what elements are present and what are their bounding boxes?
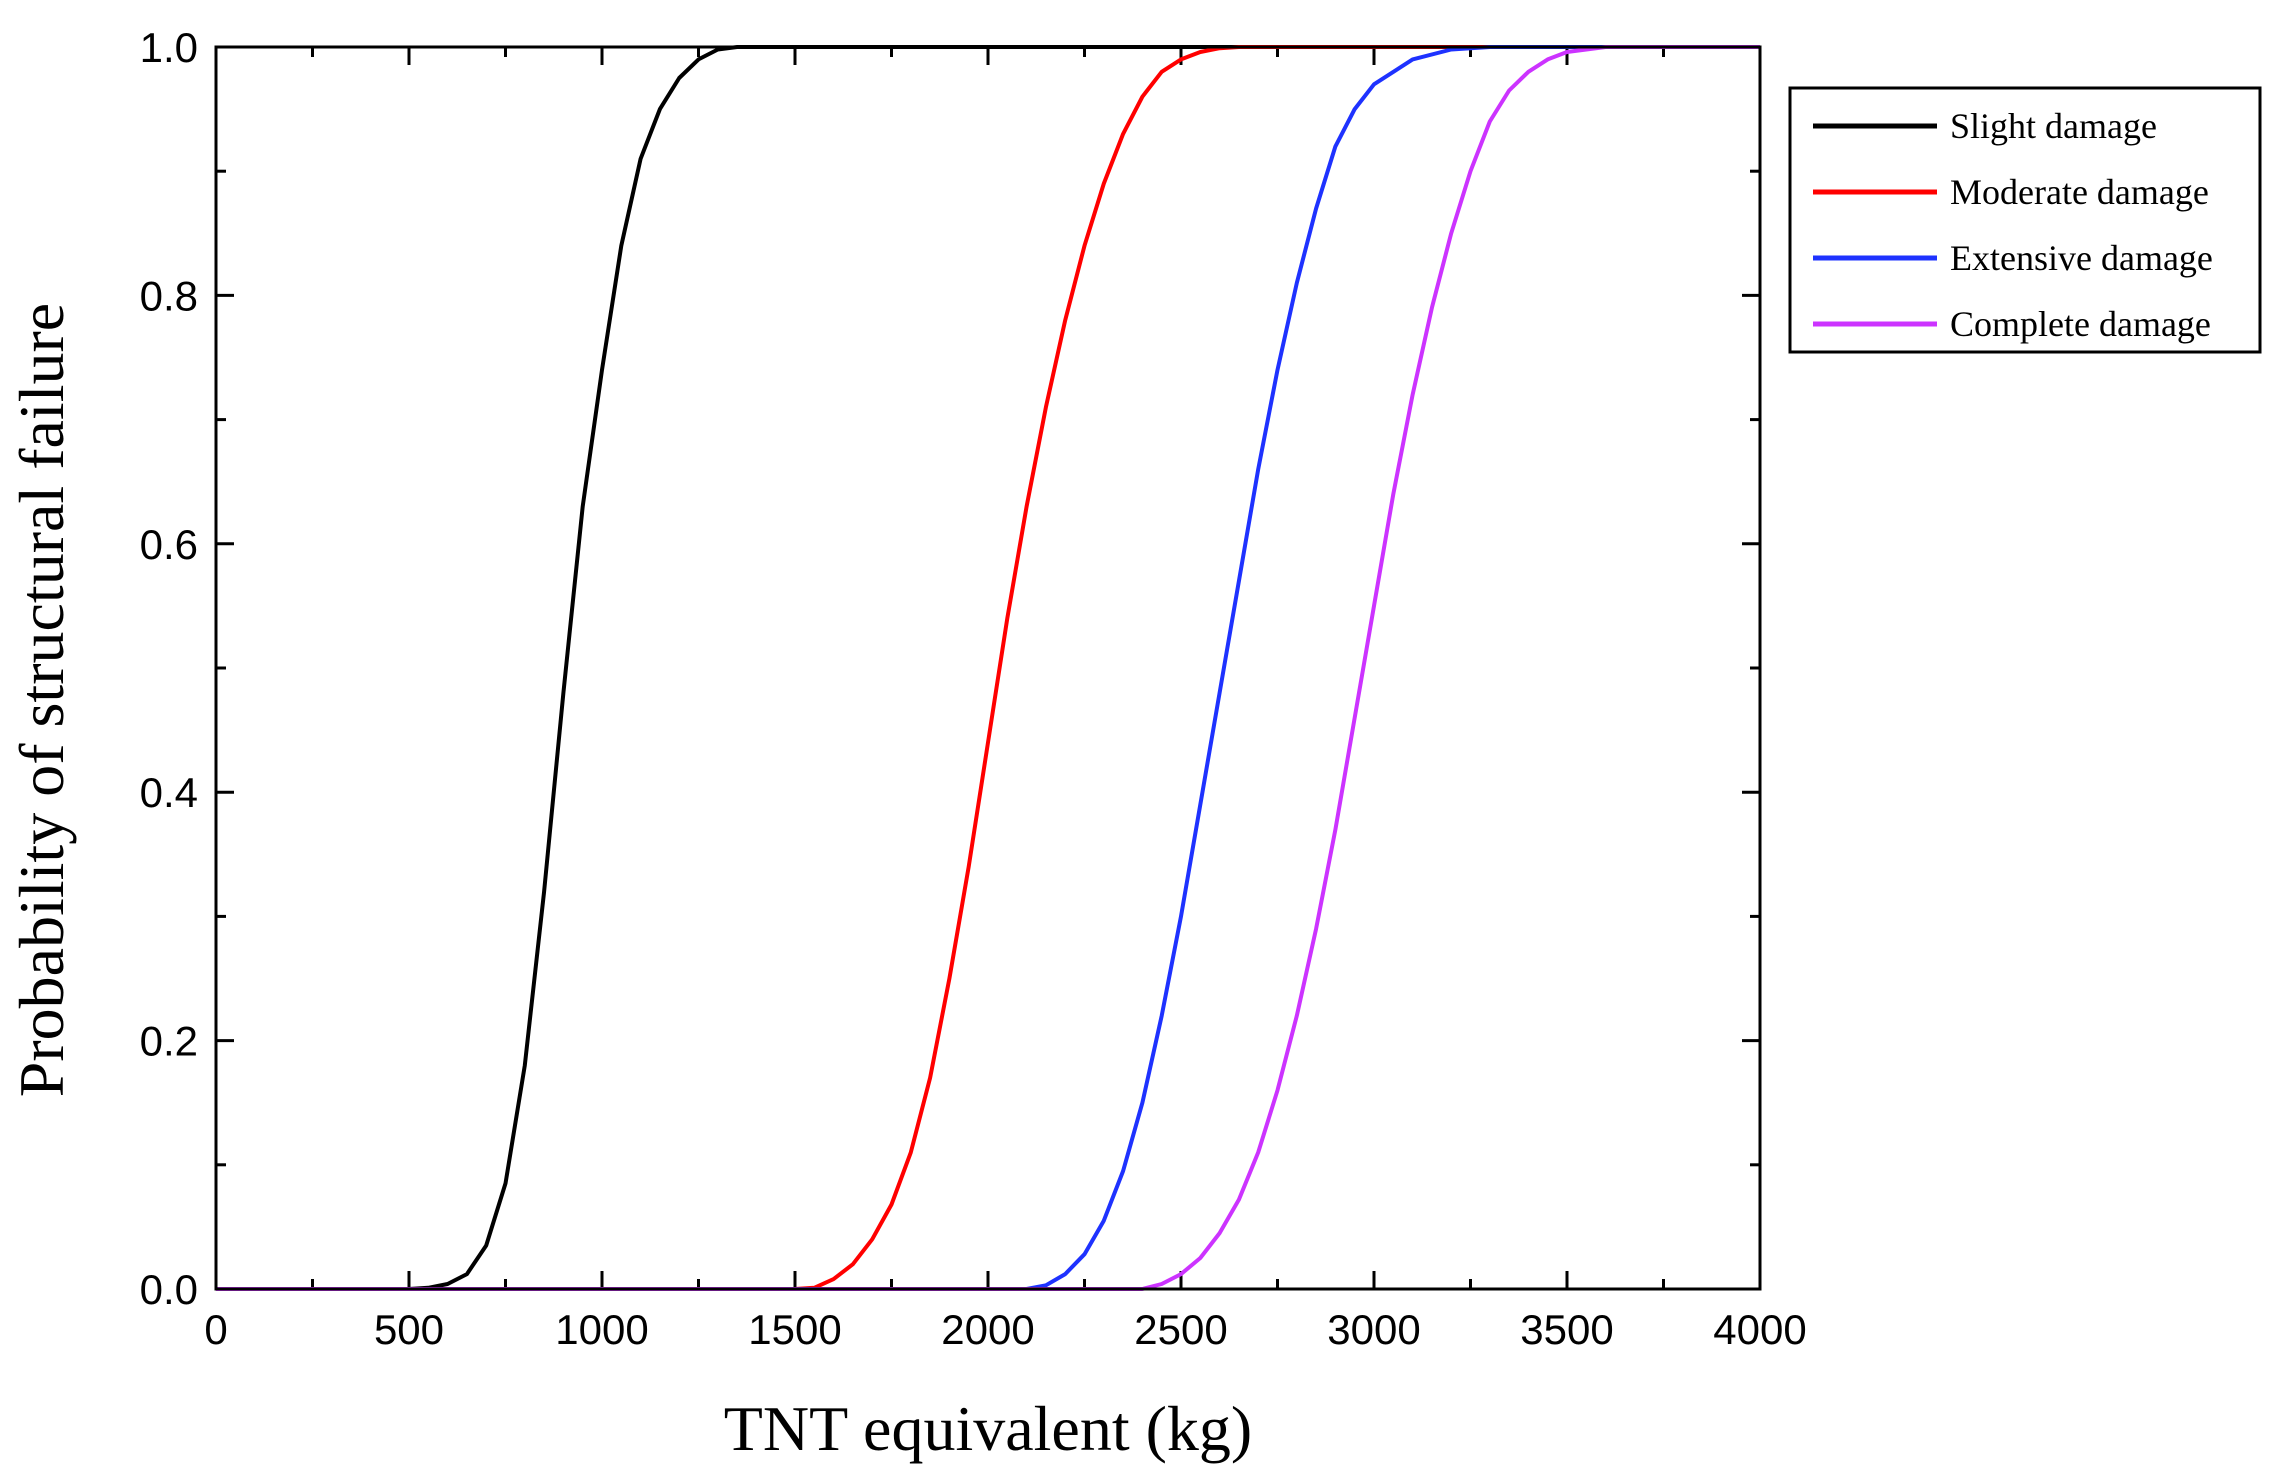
series-line-moderate-damage [216, 45, 1760, 1291]
y-axis-title: Probability of structural failure [6, 303, 77, 1097]
series-line-slight-damage [216, 45, 1760, 1291]
x-axis-ticks: 0 500 1000 1500 2000 2500 3000 3500 4000 [204, 47, 1807, 1353]
x-tick-label: 0 [204, 1306, 227, 1353]
x-tick-label: 4000 [1713, 1306, 1806, 1353]
legend-box [1788, 86, 2262, 354]
series-line-complete-damage [216, 45, 1760, 1291]
x-axis-title: TNT equivalent (kg) [724, 1393, 1252, 1464]
x-tick-label: 500 [374, 1306, 444, 1353]
y-tick-label: 1.0 [140, 24, 198, 71]
series-line-extensive-damage [216, 45, 1760, 1291]
x-tick-label: 2500 [1134, 1306, 1227, 1353]
legend-label: Complete damage [1950, 304, 2211, 344]
x-tick-label: 1500 [748, 1306, 841, 1353]
y-tick-label: 0.2 [140, 1018, 198, 1065]
x-tick-label: 1000 [555, 1306, 648, 1353]
legend-label: Extensive damage [1950, 238, 2213, 278]
legend-label: Slight damage [1950, 106, 2157, 146]
y-tick-label: 0.8 [140, 272, 198, 319]
x-tick-label: 2000 [941, 1306, 1034, 1353]
y-axis-ticks: 0.0 0.2 0.4 0.6 0.8 1.0 [140, 24, 1760, 1313]
x-tick-label: 3000 [1327, 1306, 1420, 1353]
plot-area-frame [214, 45, 1762, 1291]
series-layer [216, 45, 1760, 1291]
x-tick-label: 3500 [1520, 1306, 1613, 1353]
y-tick-label: 0.0 [140, 1266, 198, 1313]
legend-label: Moderate damage [1950, 172, 2209, 212]
legend: Slight damage Moderate damage Extensive da… [1788, 86, 2262, 354]
y-tick-label: 0.6 [140, 521, 198, 568]
y-tick-label: 0.4 [140, 769, 198, 816]
